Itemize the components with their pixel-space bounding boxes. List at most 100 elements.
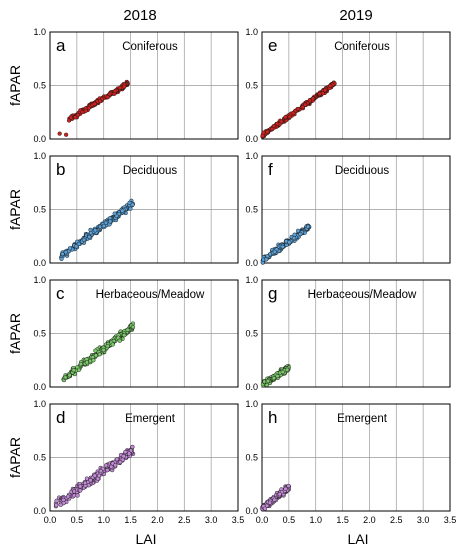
data-point xyxy=(67,246,73,251)
panel-e: 0.0 0.5 1.0 e Coniferous xyxy=(245,27,451,144)
panel-letter: f xyxy=(268,160,273,179)
data-point xyxy=(93,348,98,353)
data-point xyxy=(264,257,269,262)
panel-title: Herbaceous/Meadow xyxy=(96,289,205,301)
data-point xyxy=(118,459,123,465)
panel-c: 0.0 0.5 1.0 fAPAR c Herbaceous/Meadow xyxy=(7,275,239,392)
y-tick-label: 1.0 xyxy=(33,399,46,409)
data-point xyxy=(303,102,308,107)
data-point xyxy=(310,96,316,101)
data-point xyxy=(112,211,117,216)
y-tick-label: 0.5 xyxy=(245,453,258,463)
x-axis-label: LAI xyxy=(135,531,156,547)
data-point xyxy=(265,378,271,384)
panel-d: 0.0 0.5 1.0 0.0 0.5 1.0 1.5 2.0 2.5 3.0 3.5 fAPAR d E… xyxy=(7,399,244,525)
y-tick-label: 0.0 xyxy=(33,506,46,516)
x-tick-label: 3.0 xyxy=(417,515,430,525)
data-point xyxy=(84,476,90,481)
data-point xyxy=(98,468,103,474)
data-point xyxy=(130,324,136,330)
panel-title: Coniferous xyxy=(122,41,178,53)
scatter-series xyxy=(61,321,136,383)
x-tick-label: 3.5 xyxy=(444,515,457,525)
panel-letter: g xyxy=(268,284,277,303)
y-tick-label: 0.0 xyxy=(33,382,46,392)
panel-title: Herbaceous/Meadow xyxy=(308,289,417,301)
data-point xyxy=(317,91,322,97)
x-tick-label: 2.0 xyxy=(363,515,376,525)
data-point xyxy=(286,483,291,489)
x-tick-label: 0.0 xyxy=(256,515,269,525)
data-point xyxy=(105,95,110,100)
scatter-series xyxy=(260,363,291,388)
panel-letter: d xyxy=(56,408,65,427)
data-point xyxy=(103,463,109,468)
y-tick-label: 0.5 xyxy=(245,205,258,215)
panel-f: 0.0 0.5 1.0 f Deciduous xyxy=(245,151,451,268)
x-tick-label: 1.5 xyxy=(336,515,349,525)
y-axis-label: fAPAR xyxy=(7,65,23,106)
data-point xyxy=(113,463,118,468)
panel-letter: e xyxy=(268,36,277,55)
data-point xyxy=(285,367,290,372)
data-point xyxy=(328,83,333,89)
data-point xyxy=(101,223,107,229)
y-tick-label: 0.5 xyxy=(33,329,46,339)
data-point xyxy=(260,133,265,138)
x-tick-label: 3.5 xyxy=(232,515,245,525)
data-point xyxy=(97,352,102,357)
data-point xyxy=(272,249,277,254)
data-point xyxy=(291,235,297,241)
data-point xyxy=(128,206,133,211)
data-point xyxy=(78,488,83,493)
panel-h: 0.0 0.5 1.0 0.0 0.5 1.0 1.5 2.0 2.5 3.0 3.5 h Emerge… xyxy=(245,399,456,525)
panel-title: Coniferous xyxy=(334,41,390,53)
y-tick-label: 0.5 xyxy=(33,205,46,215)
y-tick-label: 1.0 xyxy=(33,151,46,161)
panel-letter: h xyxy=(268,408,277,427)
data-point xyxy=(78,484,83,489)
data-point xyxy=(68,115,74,120)
data-point xyxy=(74,244,79,249)
data-point xyxy=(58,502,63,507)
x-tick-label: 0.5 xyxy=(71,515,84,525)
data-point xyxy=(73,115,78,120)
y-tick-label: 0.0 xyxy=(245,382,258,392)
data-point xyxy=(76,241,82,247)
y-tick-label: 1.0 xyxy=(33,275,46,285)
x-tick-label: 1.5 xyxy=(124,515,137,525)
data-point xyxy=(275,373,280,379)
data-point xyxy=(292,232,297,237)
panel-grid: 0.0 0.5 1.0 fAPAR a Coniferous 0.0 0.5 1.0 fAPAR b… xyxy=(7,27,456,547)
data-point xyxy=(61,497,66,503)
x-tick-label: 3.0 xyxy=(205,515,218,525)
y-axis-label: fAPAR xyxy=(7,189,23,230)
data-point xyxy=(127,451,132,456)
y-tick-label: 0.0 xyxy=(33,134,46,144)
data-point xyxy=(92,101,97,106)
y-tick-label: 0.0 xyxy=(33,258,46,268)
data-point xyxy=(272,497,277,502)
panel-b: 0.0 0.5 1.0 fAPAR b Deciduous xyxy=(7,151,239,268)
y-tick-label: 0.5 xyxy=(245,81,258,91)
data-point xyxy=(75,112,81,118)
data-point xyxy=(120,208,125,213)
panel-letter: a xyxy=(56,36,66,55)
data-point xyxy=(91,358,96,363)
column-title-2018: 2018 xyxy=(123,7,156,24)
x-axis-label: LAI xyxy=(347,531,368,547)
data-point xyxy=(277,492,282,497)
panel-title: Deciduous xyxy=(335,165,390,177)
scatter-series xyxy=(53,444,136,509)
data-point xyxy=(130,202,135,207)
data-point xyxy=(275,121,280,127)
data-point xyxy=(109,464,114,469)
data-point xyxy=(122,333,127,338)
data-point xyxy=(60,251,65,257)
data-point xyxy=(123,449,128,455)
y-tick-label: 1.0 xyxy=(245,151,258,161)
data-point xyxy=(114,457,120,462)
data-point xyxy=(107,91,112,97)
data-point xyxy=(108,219,113,224)
